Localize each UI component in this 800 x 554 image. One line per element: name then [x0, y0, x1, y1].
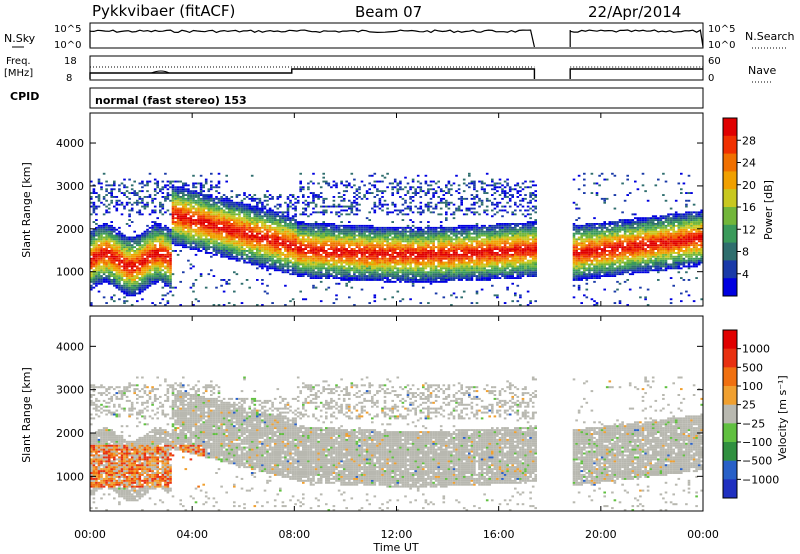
colorbar-swatch	[723, 423, 737, 443]
colorbar-tick-label: 8	[742, 246, 749, 259]
y-tick-label: 2000	[56, 427, 84, 440]
nsky-tick-top: 10^5	[54, 24, 81, 35]
colorbar-tick-label: 16	[742, 201, 756, 214]
colorbar-swatch	[723, 260, 737, 279]
cpid-frame	[89, 87, 704, 109]
freq-tick-bottom: 8	[66, 73, 72, 84]
colorbar-tick-label: 28	[742, 134, 756, 147]
freq-label: Freq.	[6, 56, 31, 67]
x-tick-label: 00:00	[74, 528, 106, 541]
x-tick-label: 08:00	[278, 528, 310, 541]
colorbar-swatch	[723, 367, 737, 387]
colorbar-frame	[722, 329, 738, 499]
colorbar-tick-label: 12	[742, 223, 756, 236]
nsearch-label: N.Search	[745, 30, 795, 43]
plot-title: Pykkvibaer (fitACF)	[92, 2, 235, 20]
freq-strip-frame	[89, 55, 704, 81]
colorbar-tick-label: −500	[742, 455, 772, 468]
freq-unit-label: [MHz]	[4, 68, 33, 79]
power-heatmap	[90, 172, 703, 306]
nsearch-tick-bottom: 10^0	[708, 40, 735, 51]
freq-blip	[151, 70, 170, 74]
colorbar-tick-label: 100	[742, 380, 763, 393]
colorbar-swatch	[723, 153, 737, 172]
power-y-axis: 4000 3000 2000 1000	[56, 137, 703, 279]
y-tick-label: 2000	[56, 223, 84, 236]
nsky-strip-frame	[89, 22, 704, 49]
colorbar-tick-label: 1000	[742, 343, 770, 356]
freq-line	[89, 68, 536, 79]
x-tick-label: 12:00	[381, 528, 413, 541]
velocity-y-axis: 4000 3000 2000 1000	[56, 340, 703, 483]
colorbar-tick-label: −100	[742, 436, 772, 449]
time-x-axis: 00:00 04:00 08:00 12:00 16:00 20:00 00:00	[74, 113, 719, 541]
nave-label: Nave	[748, 64, 776, 77]
colorbar-swatch	[723, 118, 737, 137]
y-tick-label: 3000	[56, 384, 84, 397]
x-tick-label: 16:00	[483, 528, 515, 541]
x-tick-label: 04:00	[176, 528, 208, 541]
colorbar-tick-label: 24	[742, 157, 756, 170]
colorbar-swatch	[723, 442, 737, 462]
colorbar-tick-label: 20	[742, 179, 756, 192]
colorbar-tick-label: 4	[742, 268, 749, 281]
colorbar-swatch	[723, 460, 737, 480]
nsky-label: N.Sky	[4, 32, 36, 45]
y-tick-label: 4000	[56, 137, 84, 150]
y-tick-label: 1000	[56, 266, 84, 279]
colorbar-swatch	[723, 207, 737, 226]
colorbar-swatch	[723, 386, 737, 406]
x-tick-label: 20:00	[585, 528, 617, 541]
velocity-colorbar: 1000 500 100 25 −25 −100 −500 −1000	[722, 329, 779, 499]
power-colorbar-label: Power [dB]	[762, 180, 775, 240]
nsearch-tick-top: 10^5	[708, 24, 735, 35]
velocity-ylabel: Slant Range [km]	[20, 367, 33, 463]
cpid-label: CPID	[10, 90, 39, 103]
y-tick-label: 4000	[56, 340, 84, 353]
colorbar-swatch	[723, 330, 737, 350]
nsky-series	[89, 29, 704, 48]
colorbar-tick-label: −1000	[742, 473, 779, 486]
colorbar-swatch	[723, 135, 737, 155]
nsky-line	[569, 29, 704, 48]
colorbar-swatch	[723, 189, 737, 208]
velocity-colorbar-label: Velocity [m s⁻¹]	[776, 375, 789, 460]
colorbar-swatch	[723, 348, 737, 368]
colorbar-tick-label: −25	[742, 417, 765, 430]
velocity-heatmap	[90, 376, 703, 512]
nsky-line	[89, 29, 536, 48]
cpid-value: normal (fast stereo) 153	[95, 94, 247, 107]
nave-tick-top: 60	[708, 56, 721, 67]
colorbar-swatch	[723, 171, 737, 190]
colorbar-swatch	[723, 404, 737, 424]
y-tick-label: 3000	[56, 180, 84, 193]
colorbar-swatch	[723, 242, 737, 261]
y-tick-label: 1000	[56, 470, 84, 483]
beam-label: Beam 07	[355, 3, 422, 21]
freq-tick-top: 18	[64, 56, 77, 67]
freq-line	[569, 68, 703, 79]
nsky-tick-bottom: 10^0	[54, 40, 81, 51]
x-tick-label: 00:00	[687, 528, 719, 541]
colorbar-swatch	[723, 479, 737, 499]
date-label: 22/Apr/2014	[588, 3, 681, 21]
colorbar-tick-label: 500	[742, 361, 763, 374]
power-ylabel: Slant Range [km]	[20, 162, 33, 258]
colorbar-swatch	[723, 224, 737, 244]
xaxis-label: Time UT	[372, 541, 418, 554]
nave-tick-bottom: 0	[708, 73, 714, 84]
power-colorbar: 28 24 20 16 12 8 4	[722, 117, 756, 297]
freq-series	[89, 66, 703, 79]
colorbar-swatch	[723, 278, 737, 297]
colorbar-tick-label: 25	[742, 399, 756, 412]
